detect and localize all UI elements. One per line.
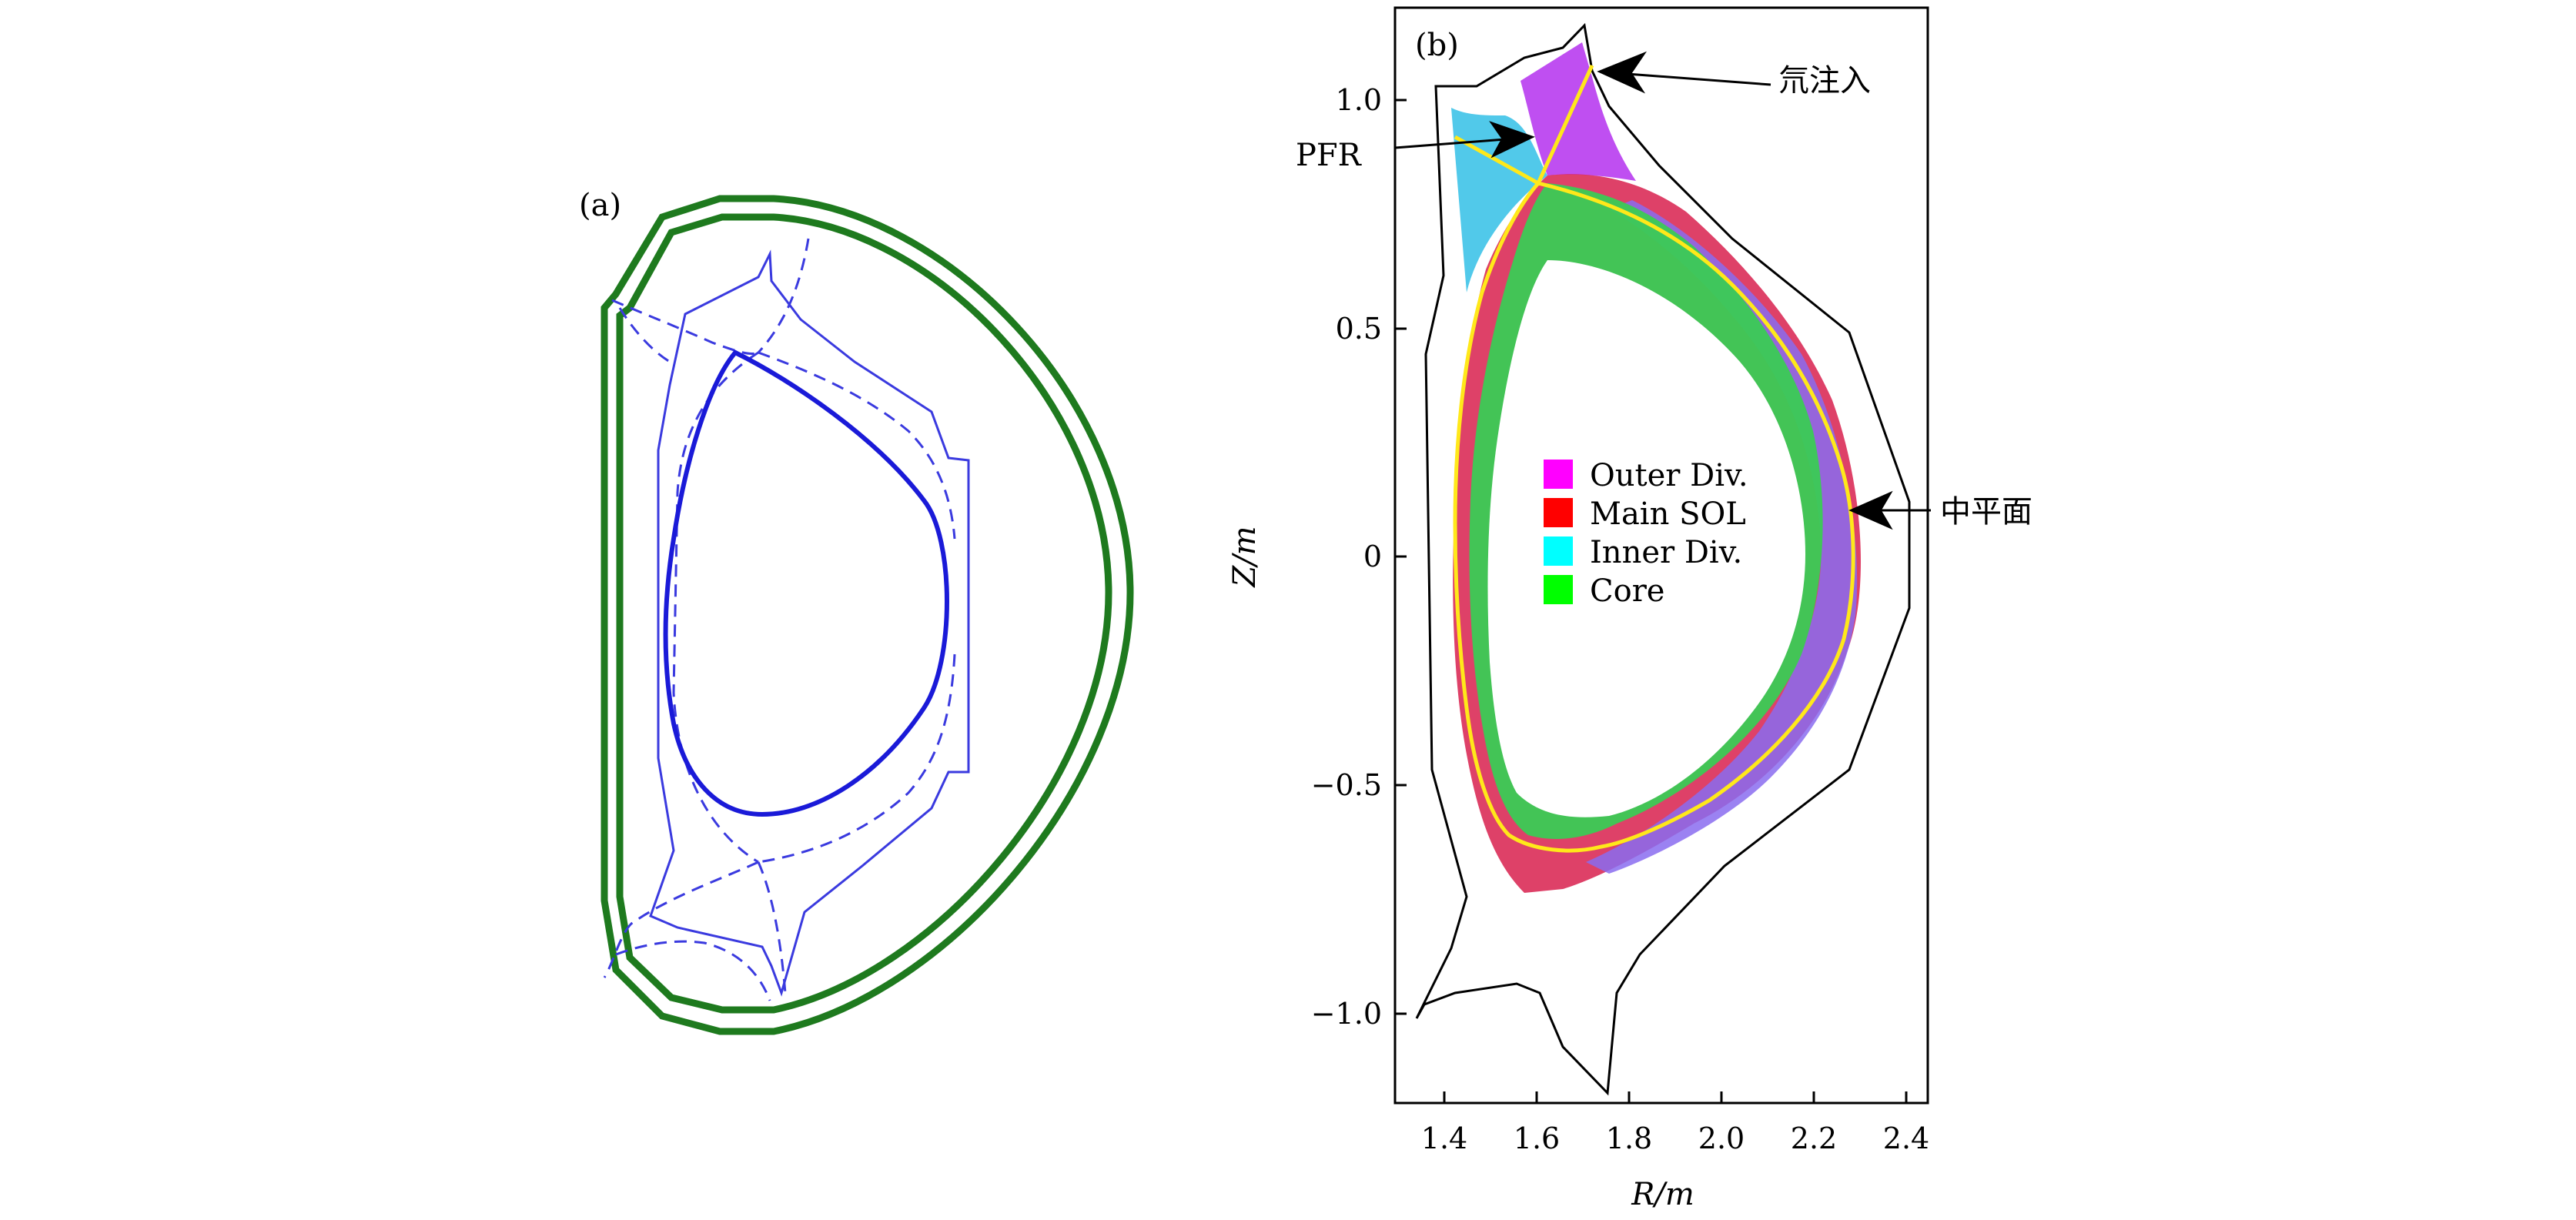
pfr-annotation: PFR <box>1296 138 1363 173</box>
panel-a-label: (a) <box>579 188 621 223</box>
legend: Outer Div. Main SOL Inner Div. Core <box>1544 458 1748 609</box>
x-tick-label: 2.4 <box>1883 1121 1929 1155</box>
x-tick-label: 1.6 <box>1514 1121 1560 1155</box>
x-axis-label: R/m <box>1631 1177 1694 1212</box>
separatrix-dashed <box>603 238 956 1001</box>
legend-swatch <box>1544 575 1573 604</box>
legend-swatch <box>1544 536 1573 566</box>
y-axis: 1.0 0.5 0 −0.5 −1.0 Z/m <box>1227 83 1407 1031</box>
y-axis-label: Z/m <box>1227 526 1263 588</box>
panel-b: 1.4 1.6 1.8 2.0 2.2 2.4 R/m 1.0 0.5 0 −0… <box>1227 6 2032 1212</box>
panel-b-label: (b) <box>1415 28 1459 63</box>
vessel-wall <box>1415 22 1911 1096</box>
inner-divertor-region <box>1451 108 1547 292</box>
y-tick-label: 0.5 <box>1336 312 1382 346</box>
x-tick-label: 1.8 <box>1606 1121 1652 1155</box>
x-tick-marks <box>1443 1091 1908 1103</box>
legend-swatch <box>1544 498 1573 527</box>
y-tick-label: −0.5 <box>1311 768 1382 802</box>
y-tick-label: −1.0 <box>1311 997 1382 1031</box>
legend-swatch <box>1544 460 1573 489</box>
legend-label: Inner Div. <box>1590 535 1742 570</box>
legend-label: Main SOL <box>1590 496 1746 532</box>
annotation-arrows <box>1394 51 1931 530</box>
gas-puff-annotation: 氘注入 <box>1778 63 1871 99</box>
legend-label: Outer Div. <box>1590 458 1748 493</box>
outer-wall-inner-line <box>616 213 1112 1014</box>
separatrix <box>1453 64 1855 853</box>
outer-sol-band <box>1586 200 1858 874</box>
x-axis: 1.4 1.6 1.8 2.0 2.2 2.4 R/m <box>1421 1091 1929 1212</box>
first-wall <box>649 249 970 997</box>
panel-a: (a) <box>579 188 1134 1035</box>
outer-wall-outer-line <box>601 195 1134 1035</box>
midplane-annotation: 中平面 <box>1940 494 2032 530</box>
y-tick-label: 1.0 <box>1336 83 1382 117</box>
y-tick-label: 0 <box>1363 540 1382 573</box>
x-tick-label: 2.0 <box>1698 1121 1745 1155</box>
outer-divertor-region <box>1521 42 1636 181</box>
core-boundary <box>663 349 949 817</box>
x-tick-label: 2.2 <box>1791 1121 1837 1155</box>
y-tick-marks <box>1395 99 1407 1015</box>
x-tick-label: 1.4 <box>1421 1121 1467 1155</box>
core-interior <box>1487 260 1805 817</box>
legend-label: Core <box>1590 573 1664 609</box>
